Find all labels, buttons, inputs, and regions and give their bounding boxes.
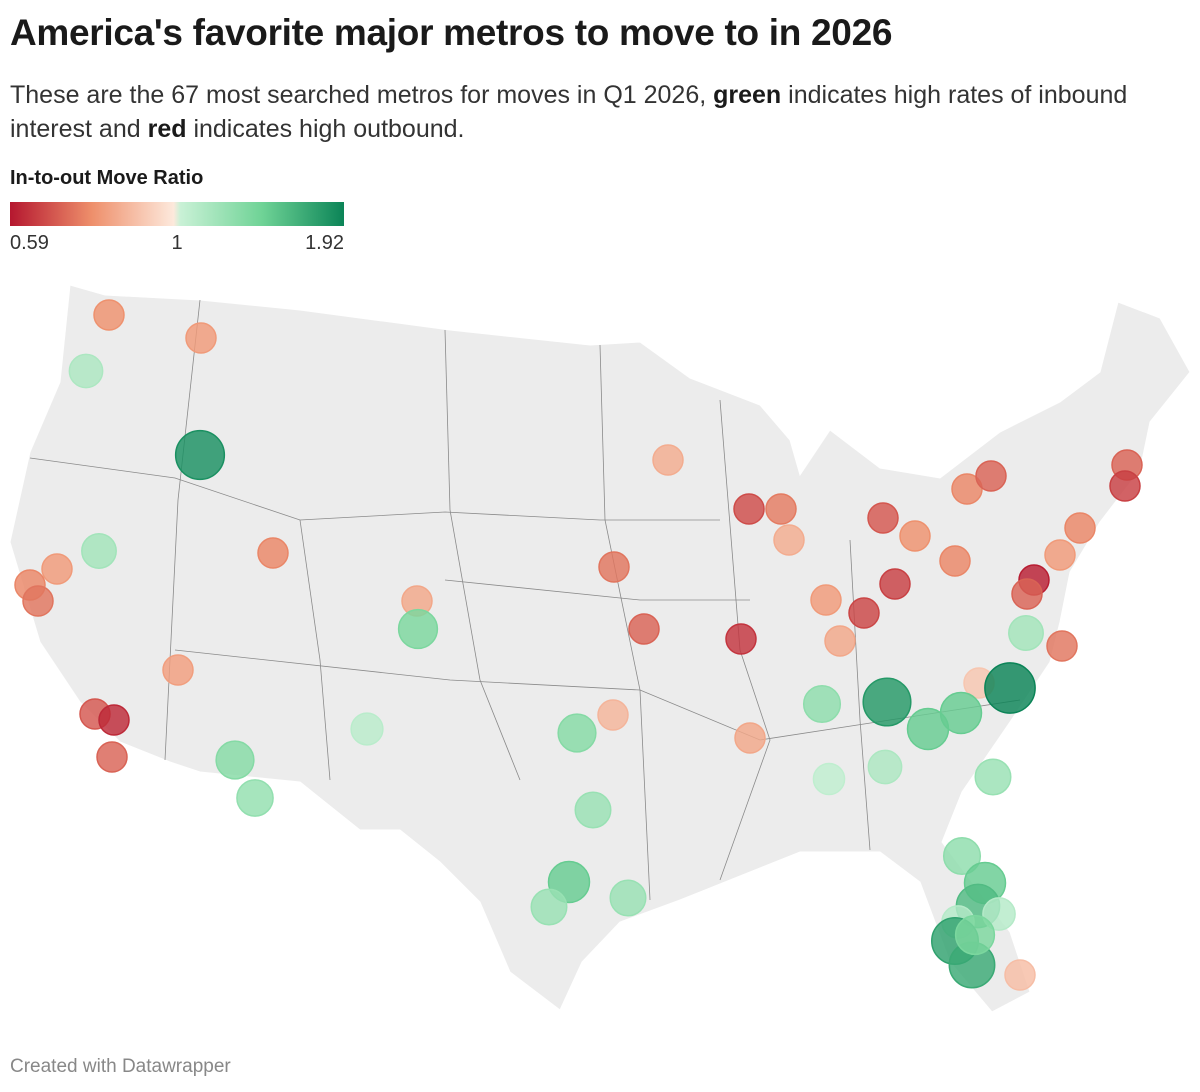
metro-dot xyxy=(236,779,274,817)
metro-dot xyxy=(574,791,612,829)
metro-dot xyxy=(848,597,880,629)
footer: Created with Datawrapper xyxy=(10,1056,231,1077)
metro-dot xyxy=(725,623,757,655)
metro-dot xyxy=(899,520,931,552)
metro-dot xyxy=(557,713,597,753)
title: America's favorite major metros to move … xyxy=(10,12,893,53)
metro-dot xyxy=(652,444,684,476)
metro-dot xyxy=(598,551,630,583)
subtitle-text: These are the 67 most searched metros fo… xyxy=(10,81,714,109)
metro-dot xyxy=(810,584,842,616)
metro-dot xyxy=(68,353,104,389)
metro-dot xyxy=(1008,615,1044,651)
subtitle: These are the 67 most searched metros fo… xyxy=(10,78,1190,146)
metro-dot xyxy=(1109,470,1141,502)
metro-dot xyxy=(597,699,629,731)
metro-dot xyxy=(734,722,766,754)
us-outline xyxy=(9,284,1191,1013)
metro-dot xyxy=(812,762,846,796)
metro-dot xyxy=(185,322,217,354)
metro-dot xyxy=(984,662,1036,714)
metro-dot xyxy=(215,740,255,780)
metro-dot xyxy=(93,299,125,331)
metro-dot xyxy=(939,691,983,735)
metro-dot xyxy=(530,888,568,926)
metro-dots xyxy=(14,299,1143,991)
metro-dot xyxy=(1044,539,1076,571)
metro-dot xyxy=(174,429,226,481)
metro-dot xyxy=(162,654,194,686)
metro-dot xyxy=(867,749,903,785)
legend-min: 0.59 xyxy=(10,232,49,254)
metro-dot xyxy=(1004,959,1036,991)
subtitle-bold: green xyxy=(713,81,782,109)
metro-dot xyxy=(939,545,971,577)
metro-dot xyxy=(397,608,439,650)
subtitle-text: indicates high rates of inbound interest… xyxy=(10,81,1128,143)
subtitle-text: indicates high outbound. xyxy=(186,115,465,143)
metro-dot xyxy=(1011,578,1043,610)
metro-dot xyxy=(350,712,384,746)
metro-dot xyxy=(733,493,765,525)
metro-dot xyxy=(41,553,73,585)
metro-dot xyxy=(862,677,912,727)
metro-dot xyxy=(609,879,647,917)
state-borders xyxy=(29,299,1021,901)
metro-dot xyxy=(824,625,856,657)
metro-dot xyxy=(628,613,660,645)
metro-dot xyxy=(802,684,842,724)
metro-dot xyxy=(1064,512,1096,544)
metro-dot xyxy=(975,460,1007,492)
metro-dot xyxy=(22,585,54,617)
metro-dot xyxy=(81,533,117,569)
metro-dot xyxy=(765,493,797,525)
metro-dot xyxy=(773,524,805,556)
metro-dot xyxy=(867,502,899,534)
metro-dot xyxy=(942,836,982,876)
legend-bar xyxy=(10,202,344,226)
metro-dot xyxy=(98,704,130,736)
metro-dot xyxy=(974,758,1012,796)
subtitle-bold: red xyxy=(147,115,187,143)
legend-title: In-to-out Move Ratio xyxy=(10,167,204,189)
metro-dot xyxy=(257,537,289,569)
legend-mid: 1 xyxy=(171,232,182,254)
metro-dot xyxy=(982,897,1016,931)
metro-dot xyxy=(954,914,996,956)
metro-dot xyxy=(96,741,128,773)
legend-max: 1.92 xyxy=(305,232,344,254)
metro-dot xyxy=(1046,630,1078,662)
metro-dot xyxy=(879,568,911,600)
metro-dot xyxy=(951,473,983,505)
